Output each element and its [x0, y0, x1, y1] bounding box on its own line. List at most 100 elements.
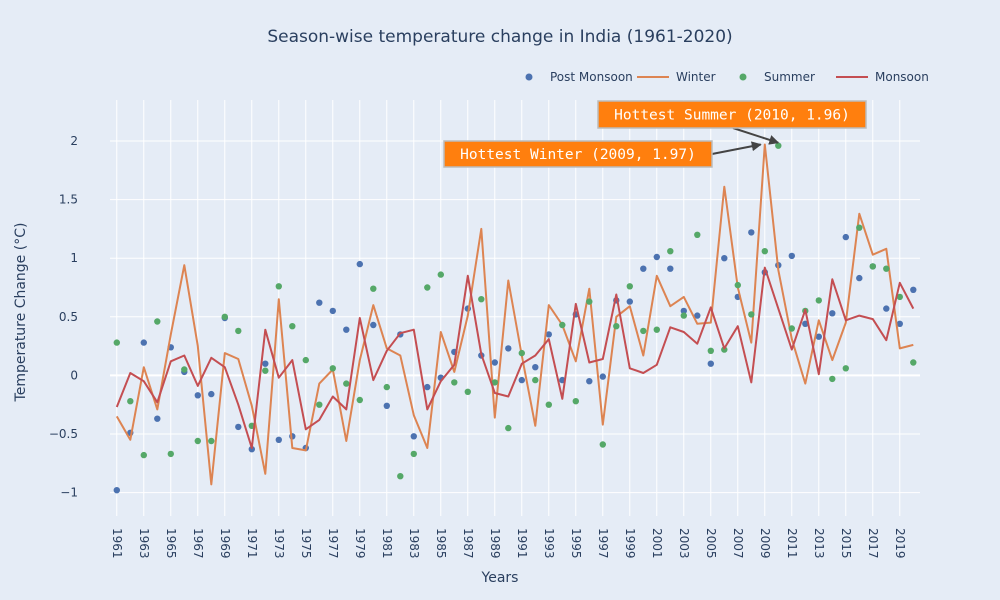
- y-tick-label: 0: [70, 368, 78, 382]
- summer-point: [896, 293, 903, 301]
- post-monsoon-point: [370, 321, 377, 329]
- y-axis-label: Temperature Change (°C): [13, 223, 29, 403]
- post-monsoon-point: [383, 402, 390, 409]
- x-tick-label: 1997: [596, 528, 610, 559]
- y-axis: −1 −0.5 0 0.5 1 1.5 2: [49, 134, 78, 500]
- post-monsoon-point: [208, 390, 215, 398]
- x-tick-label: 1981: [380, 528, 394, 559]
- summer-point: [208, 437, 215, 445]
- post-monsoon-point: [667, 265, 674, 272]
- summer-point: [815, 297, 822, 304]
- summer-point: [383, 383, 390, 391]
- x-tick-label: 2013: [812, 528, 826, 559]
- post-monsoon-point: [329, 307, 336, 315]
- summer-point: [127, 398, 134, 405]
- post-monsoon-point: [275, 436, 282, 443]
- y-tick-label: −0.5: [49, 427, 78, 441]
- summer-point: [910, 359, 917, 366]
- post-monsoon-point: [262, 360, 269, 367]
- summer-point: [613, 323, 620, 330]
- y-tick-label: 1.5: [59, 193, 78, 207]
- y-tick-label: 2: [70, 134, 78, 148]
- summer-point: [275, 283, 282, 290]
- summer-point: [424, 284, 431, 291]
- x-tick-label: 1995: [569, 528, 583, 559]
- legend-item-post-monsoon[interactable]: Post Monsoon: [525, 70, 633, 84]
- summer-point: [491, 379, 498, 386]
- x-tick-label: 1983: [407, 528, 421, 559]
- summer-point: [829, 375, 836, 383]
- winter-line: [115, 143, 914, 486]
- annotation-arrow: [732, 127, 780, 145]
- x-tick-label: 1999: [623, 528, 637, 559]
- legend-item-winter[interactable]: Winter: [637, 70, 716, 84]
- legend-item-summer[interactable]: Summer: [739, 70, 815, 84]
- summer-point: [640, 327, 647, 335]
- x-axis-label: Years: [481, 570, 519, 586]
- post-monsoon-point: [815, 333, 822, 340]
- post-monsoon-point: [626, 298, 633, 305]
- x-tick-label: 1989: [488, 528, 502, 559]
- summer-point: [653, 326, 660, 333]
- x-tick-label: 1977: [326, 528, 340, 559]
- summer-point: [626, 283, 633, 290]
- y-tick-label: 0.5: [59, 310, 78, 324]
- summer-point: [113, 339, 121, 346]
- summer-point: [721, 346, 728, 353]
- post-monsoon-point: [194, 392, 201, 399]
- summer-point: [748, 311, 755, 318]
- x-tick-label: 1969: [218, 528, 232, 559]
- summer-point: [410, 450, 417, 458]
- summer-point: [478, 296, 485, 303]
- summer-point: [518, 349, 525, 357]
- y-tick-label: 1: [70, 251, 78, 265]
- summer-point: [586, 298, 593, 305]
- legend: Post Monsoon Winter Summer Monsoon: [525, 70, 929, 84]
- legend-swatch: [525, 73, 533, 81]
- post-monsoon-point: [248, 446, 255, 453]
- summer-point: [532, 376, 539, 384]
- summer-point: [667, 248, 674, 255]
- post-monsoon-point: [113, 487, 121, 494]
- summer-point: [370, 285, 377, 292]
- chart-title: Season-wise temperature change in India …: [267, 27, 732, 47]
- x-tick-label: 1985: [434, 528, 448, 559]
- summer-point: [788, 325, 795, 332]
- post-monsoon-point: [896, 320, 903, 327]
- x-tick-label: 2001: [650, 528, 664, 559]
- legend-item-monsoon[interactable]: Monsoon: [836, 70, 929, 84]
- post-monsoon-point: [707, 360, 714, 367]
- summer-point: [262, 367, 269, 374]
- summer-point: [856, 224, 863, 231]
- summer-point: [356, 396, 363, 404]
- x-tick-label: 2005: [704, 528, 718, 559]
- x-tick-label: 1993: [542, 528, 556, 559]
- summer-point: [734, 281, 741, 289]
- summer-point: [761, 248, 768, 255]
- post-monsoon-point: [491, 359, 498, 366]
- x-tick-label: 1979: [353, 528, 367, 559]
- post-monsoon-point: [316, 299, 323, 306]
- x-tick-label: 1987: [461, 528, 475, 559]
- legend-label: Summer: [764, 70, 815, 84]
- summer-point: [167, 450, 174, 458]
- post-monsoon-point: [154, 415, 161, 422]
- post-monsoon-point: [140, 339, 147, 346]
- post-monsoon-point: [842, 233, 849, 241]
- summer-point: [140, 451, 147, 459]
- x-tick-label: 1967: [191, 528, 205, 559]
- post-monsoon-point: [829, 310, 836, 317]
- post-monsoon-point: [532, 364, 539, 371]
- post-monsoon-point: [721, 255, 728, 262]
- x-tick-label: 1991: [515, 528, 529, 559]
- post-monsoon-point: [653, 253, 660, 261]
- post-monsoon-point: [910, 286, 917, 293]
- summer-point: [505, 424, 512, 432]
- x-tick-label: 2003: [677, 528, 691, 559]
- x-tick-label: 2007: [731, 528, 745, 559]
- post-monsoon-point: [883, 305, 890, 312]
- summer-point: [302, 356, 309, 364]
- x-tick-label: 2017: [866, 528, 880, 559]
- post-monsoon-point: [410, 433, 417, 440]
- summer-point: [221, 313, 228, 320]
